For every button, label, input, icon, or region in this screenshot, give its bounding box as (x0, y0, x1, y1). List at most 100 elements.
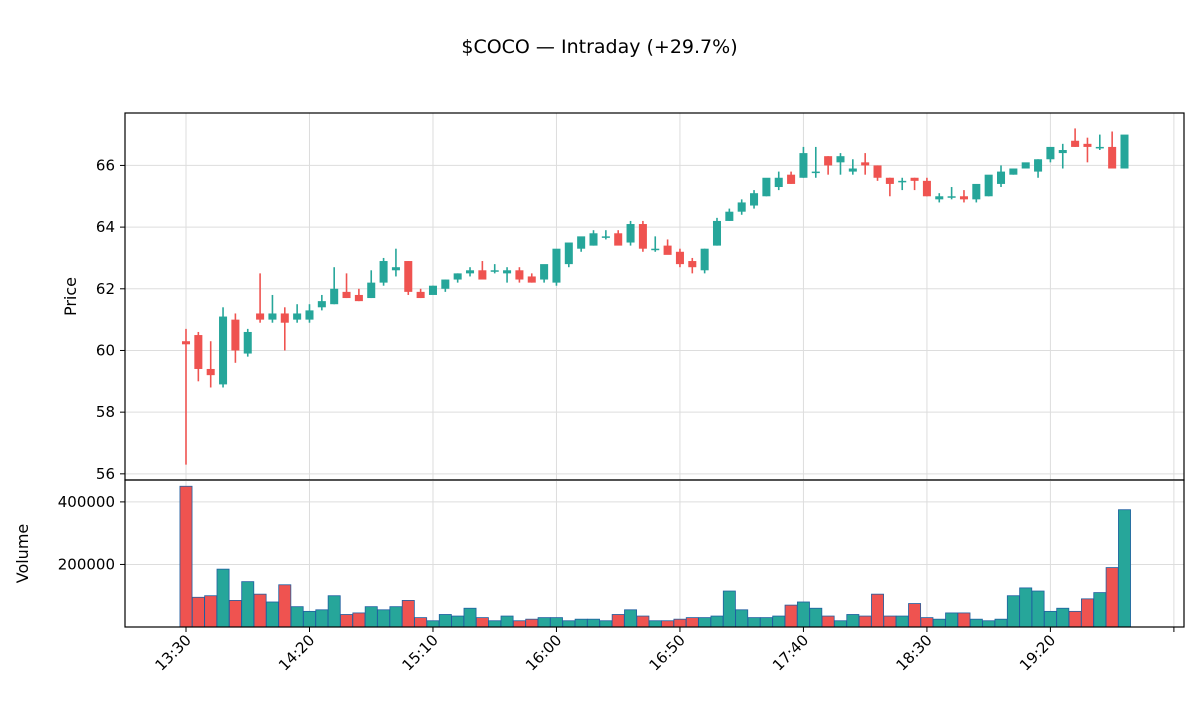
candle-body (1083, 143, 1092, 147)
volume-bar (587, 618, 600, 628)
volume-bar (932, 618, 946, 628)
candle-body (441, 279, 450, 289)
candle-body (1095, 146, 1104, 149)
volume-bar (624, 609, 638, 628)
volume-bar (1019, 587, 1033, 628)
volume-y-tick-label: 400000 (58, 493, 115, 511)
price-panel: 56 58 60 62 64 66 Price (61, 112, 1185, 483)
candle-body (885, 177, 894, 184)
candle-body (330, 288, 339, 305)
candle-body (268, 313, 277, 320)
x-tick-label: 15:10 (399, 631, 442, 674)
volume-bar (994, 618, 1008, 628)
volume-bar (685, 617, 699, 628)
candle-body (231, 319, 240, 351)
volume-bar (858, 615, 872, 628)
candle-body (638, 224, 647, 249)
volume-bar (1006, 595, 1020, 628)
volume-bar (735, 609, 749, 628)
volume-bar (772, 615, 786, 628)
volume-bar (488, 620, 502, 628)
x-tick-label: 19:20 (1016, 631, 1059, 674)
volume-bar (982, 620, 996, 628)
candle-body (305, 310, 314, 320)
volume-bar (895, 615, 909, 628)
candle-body (601, 236, 610, 238)
volume-bar (253, 593, 267, 628)
candle-body (317, 301, 326, 308)
x-tick-label: 13:30 (152, 631, 195, 674)
volume-bar (611, 614, 625, 628)
chart-title: $COCO — Intraday (+29.7%) (461, 36, 738, 58)
candle-body (453, 273, 462, 280)
candle-body (774, 177, 783, 188)
candle-body (1120, 134, 1129, 169)
candle-body (404, 261, 413, 292)
candle-body (922, 180, 931, 197)
volume-bar (265, 601, 279, 628)
volume-bar (278, 584, 292, 628)
volume-bar (451, 615, 465, 628)
volume-bar (883, 615, 897, 628)
candle-body (490, 270, 499, 272)
candle-body (824, 156, 833, 166)
price-y-ticks: 56 58 60 62 64 66 (96, 156, 125, 483)
candle-body (725, 211, 734, 221)
candle-body (354, 294, 363, 302)
candle-body (712, 220, 722, 246)
candle-body (984, 174, 993, 197)
volume-axis-label: Volume (13, 524, 32, 584)
volume-bar (426, 620, 440, 628)
volume-bar (945, 612, 959, 628)
volume-bar (327, 595, 341, 628)
volume-bar (1043, 610, 1057, 628)
x-tick-label: 16:00 (522, 631, 565, 674)
volume-bar (315, 609, 329, 628)
candle-body (898, 180, 907, 183)
volume-bar (562, 620, 576, 628)
volume-bar (846, 614, 860, 628)
candle-body (416, 291, 425, 299)
volume-bar (957, 612, 971, 628)
candle-body (614, 233, 623, 246)
candle-body (787, 174, 796, 184)
volume-bar (1093, 592, 1107, 628)
volume-bar (809, 607, 823, 628)
candle-body (935, 196, 944, 200)
volume-bar (204, 595, 218, 628)
price-y-tick-label: 62 (96, 280, 115, 298)
volume-bar (1081, 598, 1094, 628)
candle-body (564, 242, 573, 265)
candle-body (972, 183, 981, 200)
candle-body (996, 171, 1006, 184)
volume-bar (673, 618, 687, 628)
price-axis-label: Price (61, 277, 80, 316)
price-y-tick-label: 58 (96, 403, 115, 421)
x-tick-label: 16:50 (645, 631, 688, 674)
candle-body (799, 153, 808, 178)
candle-body (515, 270, 524, 280)
candle-body (503, 270, 512, 274)
volume-bar (352, 612, 366, 628)
candle-body (379, 261, 388, 283)
x-tick-label: 18:30 (892, 631, 935, 674)
price-y-tick-label: 64 (96, 218, 115, 236)
candle-body (367, 282, 376, 299)
volume-bars (179, 485, 1131, 628)
volume-bar (1031, 590, 1045, 628)
candle-body (836, 156, 845, 163)
volume-bar (969, 618, 983, 628)
volume-bar (1118, 509, 1131, 628)
candle-body (688, 261, 697, 268)
volume-bar (784, 604, 798, 628)
volume-y-tick-label: 200000 (58, 555, 115, 573)
candle-body (527, 276, 536, 283)
candle-body (700, 248, 709, 271)
volume-bar (722, 590, 736, 628)
volume-bar (401, 600, 415, 628)
volume-bar (216, 568, 230, 628)
candle-body (206, 368, 215, 376)
candle-body (1021, 162, 1030, 169)
candle-body (280, 313, 289, 323)
